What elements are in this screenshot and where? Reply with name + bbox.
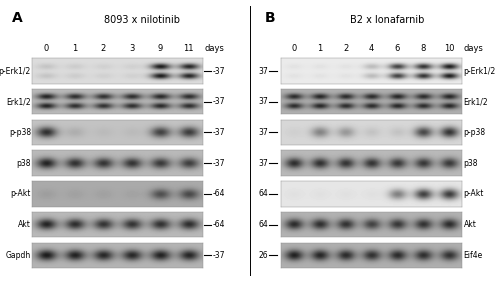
Text: 0: 0 xyxy=(292,44,296,53)
Text: Akt: Akt xyxy=(18,220,31,229)
Text: 3: 3 xyxy=(129,44,134,53)
Text: 11: 11 xyxy=(184,44,194,53)
Text: p-Akt: p-Akt xyxy=(464,190,484,199)
Text: 2: 2 xyxy=(101,44,106,53)
Text: 4: 4 xyxy=(369,44,374,53)
Text: 1: 1 xyxy=(317,44,322,53)
Text: 37: 37 xyxy=(258,97,268,106)
Text: p-p38: p-p38 xyxy=(9,128,31,137)
Text: p-p38: p-p38 xyxy=(464,128,485,137)
Text: Akt: Akt xyxy=(464,220,476,229)
Text: Gapdh: Gapdh xyxy=(6,251,31,260)
Text: 8093 x nilotinib: 8093 x nilotinib xyxy=(104,15,180,25)
Text: 37: 37 xyxy=(258,67,268,76)
Text: Erk1/2: Erk1/2 xyxy=(464,97,488,106)
Text: p38: p38 xyxy=(16,159,31,168)
Text: -37: -37 xyxy=(212,97,225,106)
Text: 26: 26 xyxy=(258,251,268,260)
Text: p-Erk1/2: p-Erk1/2 xyxy=(464,67,496,76)
Text: Erk1/2: Erk1/2 xyxy=(6,97,31,106)
Text: 8: 8 xyxy=(420,44,426,53)
Text: 37: 37 xyxy=(258,159,268,168)
Text: p38: p38 xyxy=(464,159,478,168)
Text: -37: -37 xyxy=(212,128,225,137)
Text: A: A xyxy=(12,11,22,25)
Text: -64: -64 xyxy=(212,220,225,229)
Text: 37: 37 xyxy=(258,128,268,137)
Text: -37: -37 xyxy=(212,159,225,168)
Text: Eif4e: Eif4e xyxy=(464,251,482,260)
Text: -64: -64 xyxy=(212,190,225,199)
Text: 64: 64 xyxy=(258,220,268,229)
Text: B: B xyxy=(264,11,275,25)
Text: 10: 10 xyxy=(444,44,454,53)
Text: 0: 0 xyxy=(44,44,49,53)
Text: p-Erk1/2: p-Erk1/2 xyxy=(0,67,31,76)
Text: 1: 1 xyxy=(72,44,78,53)
Text: 6: 6 xyxy=(394,44,400,53)
Text: days: days xyxy=(204,44,225,53)
Text: p-Akt: p-Akt xyxy=(10,190,31,199)
Text: B2 x lonafarnib: B2 x lonafarnib xyxy=(350,15,424,25)
Text: -37: -37 xyxy=(212,251,225,260)
Text: -37: -37 xyxy=(212,67,225,76)
Text: 9: 9 xyxy=(158,44,163,53)
Text: 64: 64 xyxy=(258,190,268,199)
Text: days: days xyxy=(464,44,483,53)
Text: 2: 2 xyxy=(343,44,348,53)
